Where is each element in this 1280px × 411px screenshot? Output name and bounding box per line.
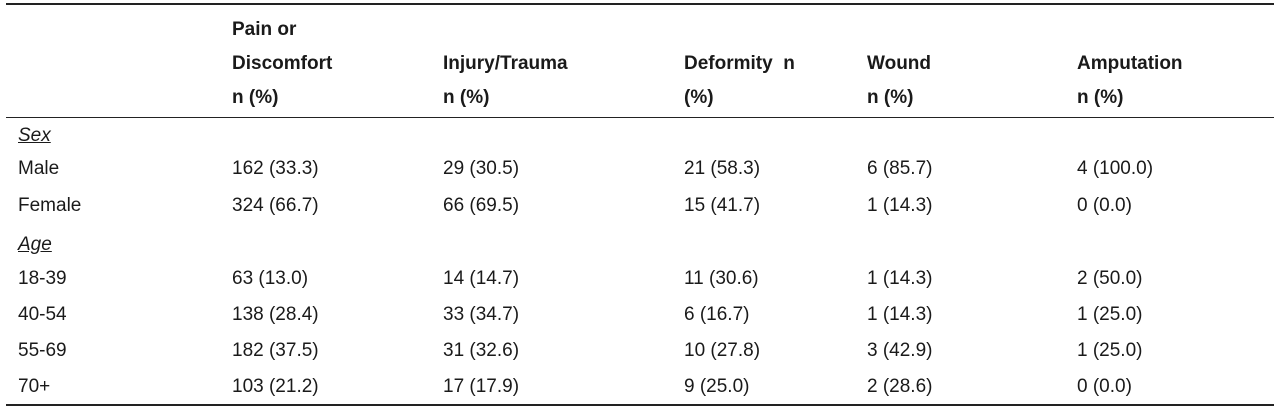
cell-pain: 182 (37.5) [232,340,319,361]
row-label: 40-54 [18,304,67,325]
header-line: n (%) [1077,87,1124,108]
cell-injury: 33 (34.7) [443,304,520,325]
table-header: Pain or Discomfort n (%) Injury/Trauma n… [6,5,1274,118]
header-deformity: Deformity n (%) [684,13,795,115]
cell-injury: 29 (30.5) [443,158,520,179]
header-line [1077,13,1183,47]
cell-amputation: 4 (100.0) [1077,158,1154,179]
cell-deformity: 11 (30.6) [684,268,759,289]
cell-deformity: 9 (25.0) [684,376,750,397]
cell-wound: 6 (85.7) [867,158,933,179]
row-label: 55-69 [18,340,67,361]
header-line: n (%) [867,87,914,108]
cell-wound: 3 (42.9) [867,340,933,361]
table-row: 70+ 103 (21.2) 17 (17.9) 9 (25.0) 2 (28.… [6,368,1274,405]
header-wound: Wound n (%) [867,13,931,115]
cell-injury: 17 (17.9) [443,376,520,397]
cell-amputation: 1 (25.0) [1077,304,1143,325]
row-label: 18-39 [18,268,67,289]
cell-pain: 103 (21.2) [232,376,319,397]
header-line: n (%) [443,87,490,108]
cell-wound: 1 (14.3) [867,304,933,325]
header-line [684,13,795,47]
header-line [443,13,568,47]
cell-injury: 14 (14.7) [443,268,520,289]
cell-pain: 162 (33.3) [232,158,319,179]
table-row: 55-69 182 (37.5) 31 (32.6) 10 (27.8) 3 (… [6,332,1274,369]
cell-amputation: 1 (25.0) [1077,340,1143,361]
header-line: Pain or [232,19,297,40]
header-line: n (%) [232,87,279,108]
section-row-age: Age [6,226,1274,263]
cell-deformity: 6 (16.7) [684,304,750,325]
cell-wound: 1 (14.3) [867,195,933,216]
cell-wound: 2 (28.6) [867,376,933,397]
table-row: Female 324 (66.7) 66 (69.5) 15 (41.7) 1 … [6,187,1274,224]
table-row: 18-39 63 (13.0) 14 (14.7) 11 (30.6) 1 (1… [6,260,1274,297]
section-row-sex: Sex [6,117,1274,154]
header-line: (%) [684,87,714,108]
header-injury-trauma: Injury/Trauma n (%) [443,13,568,115]
cell-injury: 66 (69.5) [443,195,520,216]
header-pain-discomfort: Pain or Discomfort n (%) [232,13,332,115]
section-label: Age [18,234,52,255]
table-row: 40-54 138 (28.4) 33 (34.7) 6 (16.7) 1 (1… [6,296,1274,333]
cell-amputation: 0 (0.0) [1077,376,1132,397]
header-line: Amputation [1077,53,1183,74]
header-line: Deformity n [684,53,795,74]
header-line: Discomfort [232,53,333,74]
header-amputation: Amputation n (%) [1077,13,1183,115]
table-row: Male 162 (33.3) 29 (30.5) 21 (58.3) 6 (8… [6,150,1274,187]
cell-deformity: 21 (58.3) [684,158,761,179]
header-line [867,13,931,47]
header-line: Wound [867,53,932,74]
cell-wound: 1 (14.3) [867,268,933,289]
row-label: Male [18,158,60,179]
cell-amputation: 2 (50.0) [1077,268,1143,289]
cell-amputation: 0 (0.0) [1077,195,1132,216]
row-label: 70+ [18,376,51,397]
row-label: Female [18,195,82,216]
header-line: Injury/Trauma [443,53,568,74]
cell-pain: 63 (13.0) [232,268,309,289]
cell-pain: 138 (28.4) [232,304,319,325]
data-table: Pain or Discomfort n (%) Injury/Trauma n… [6,3,1274,406]
cell-deformity: 10 (27.8) [684,340,761,361]
section-label: Sex [18,125,51,146]
cell-injury: 31 (32.6) [443,340,520,361]
cell-pain: 324 (66.7) [232,195,319,216]
cell-deformity: 15 (41.7) [684,195,761,216]
